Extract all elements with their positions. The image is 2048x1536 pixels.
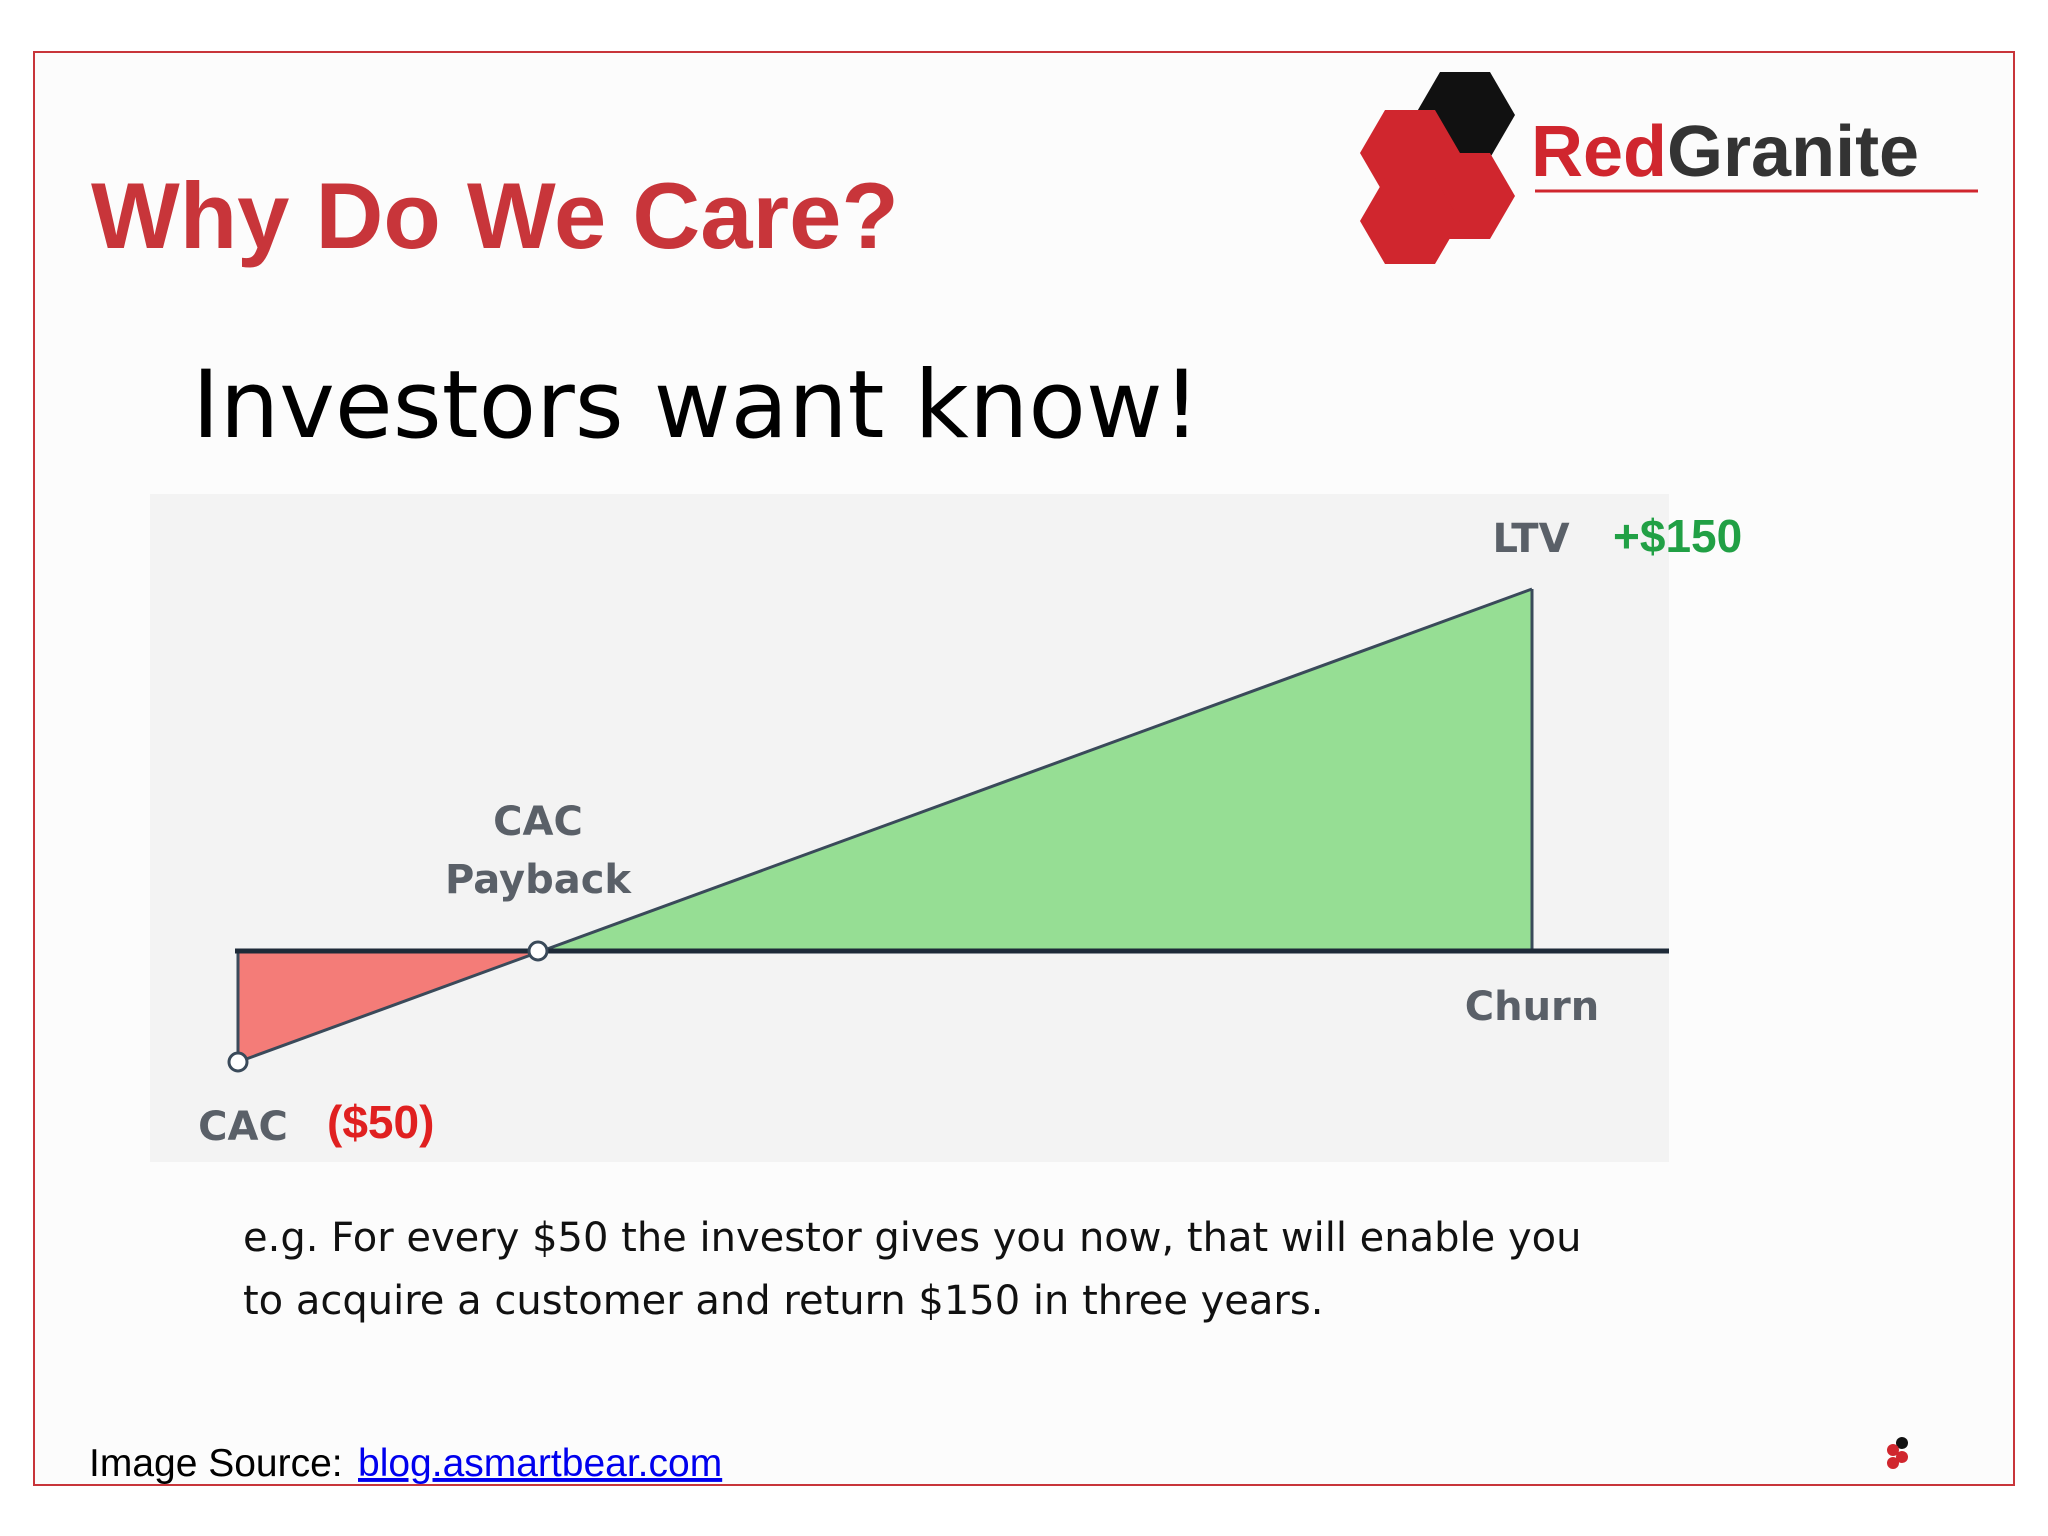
payback-point: [527, 940, 549, 962]
source-label: Image Source:: [89, 1442, 343, 1485]
churn-label: Churn: [1465, 984, 1600, 1030]
ltv-value: +$150: [1613, 510, 1742, 562]
diagram: CAC Payback LTV +$150 Churn CAC ($50): [150, 494, 1742, 1162]
logo-hexagons: [1360, 72, 1515, 264]
logo-red: Red: [1531, 112, 1667, 192]
source-link[interactable]: blog.asmartbear.com: [358, 1442, 722, 1485]
ltv-label: LTV: [1492, 516, 1569, 562]
value-line: [237, 587, 1533, 1064]
subtitle: Investors want know!: [192, 351, 1200, 460]
cac-label: CAC: [198, 1104, 288, 1150]
logo-gray: Granite: [1667, 112, 1919, 192]
payback-label: Payback: [445, 857, 632, 903]
title: Why Do We Care?: [91, 163, 899, 268]
cac-value: ($50): [327, 1096, 434, 1148]
logo-text: RedGranite: [1531, 112, 1919, 192]
caption-line: e.g. For every $50 the investor gives yo…: [243, 1215, 1581, 1261]
cac-point: [227, 1051, 249, 1073]
payback-label: CAC: [493, 799, 583, 845]
caption-line: to acquire a customer and return $150 in…: [243, 1278, 1323, 1324]
small-logo: [1887, 1437, 1908, 1469]
